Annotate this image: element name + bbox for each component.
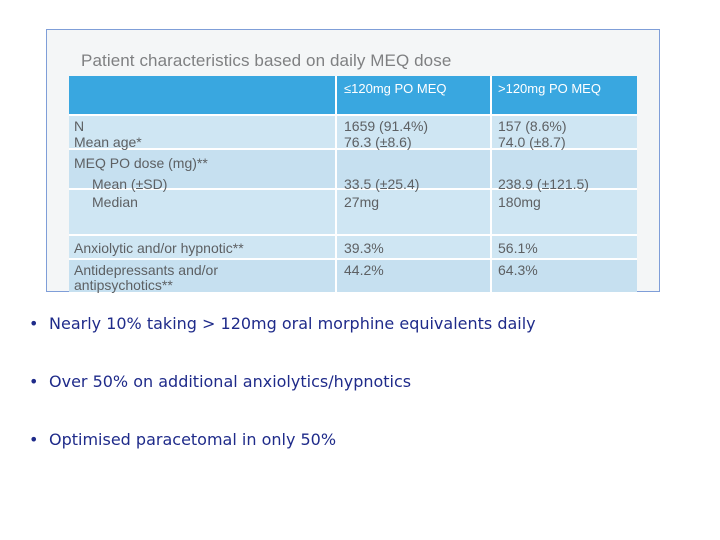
- row-label: Mean (±SD): [92, 176, 168, 192]
- header-low-dose: ≤120mg PO MEQ: [344, 81, 447, 96]
- bullet-item: • Over 50% on additional anxiolytics/hypn…: [29, 372, 411, 391]
- row-divider: [69, 114, 637, 116]
- patient-characteristics-table: ≤120mg PO MEQ >120mg PO MEQ N 1659 (91.4…: [69, 76, 637, 293]
- row-band: [69, 148, 637, 188]
- cell-high-dose: 74.0 (±8.7): [498, 134, 566, 150]
- row-band: [69, 258, 637, 292]
- cell-high-dose: 64.3%: [498, 262, 538, 278]
- cell-low-dose: 44.2%: [344, 262, 384, 278]
- row-label: Mean age*: [74, 134, 142, 150]
- row-label: antipsychotics**: [74, 277, 173, 293]
- row-label: Median: [92, 194, 138, 210]
- row-divider: [69, 148, 637, 150]
- bullet-text: Over 50% on additional anxiolytics/hypno…: [49, 372, 412, 391]
- row-divider: [69, 234, 637, 236]
- bullet-text: Nearly 10% taking > 120mg oral morphine …: [49, 314, 536, 333]
- bullet-dot-icon: •: [29, 314, 39, 333]
- header-high-dose: >120mg PO MEQ: [498, 81, 601, 96]
- column-divider: [490, 76, 492, 292]
- bullet-dot-icon: •: [29, 372, 39, 391]
- row-label: MEQ PO dose (mg)**: [74, 155, 208, 171]
- bullet-text: Optimised paracetomal in only 50%: [49, 430, 337, 449]
- row-divider: [69, 188, 637, 190]
- cell-low-dose: 1659 (91.4%): [344, 118, 429, 134]
- row-label: Anxiolytic and/or hypnotic**: [74, 240, 244, 256]
- cell-low-dose: 39.3%: [344, 240, 384, 256]
- table-title: Patient characteristics based on daily M…: [81, 51, 452, 70]
- cell-high-dose: 56.1%: [498, 240, 538, 256]
- bullet-item: • Optimised paracetomal in only 50%: [29, 430, 336, 449]
- cell-low-dose: 33.5 (±25.4): [344, 176, 420, 192]
- bullet-dot-icon: •: [29, 430, 39, 449]
- row-label: N: [74, 118, 85, 134]
- table-image: Patient characteristics based on daily M…: [46, 29, 660, 293]
- bullet-item: • Nearly 10% taking > 120mg oral morphine…: [29, 314, 536, 333]
- column-divider: [335, 76, 337, 292]
- row-label: Antidepressants and/or: [74, 262, 218, 278]
- cell-high-dose: 157 (8.6%): [498, 118, 567, 134]
- cell-low-dose: 27mg: [344, 194, 380, 210]
- cell-high-dose: 180mg: [498, 194, 541, 210]
- row-divider: [69, 258, 637, 260]
- cell-high-dose: 238.9 (±121.5): [498, 176, 589, 192]
- cell-low-dose: 76.3 (±8.6): [344, 134, 412, 150]
- table-header: ≤120mg PO MEQ >120mg PO MEQ: [69, 76, 637, 114]
